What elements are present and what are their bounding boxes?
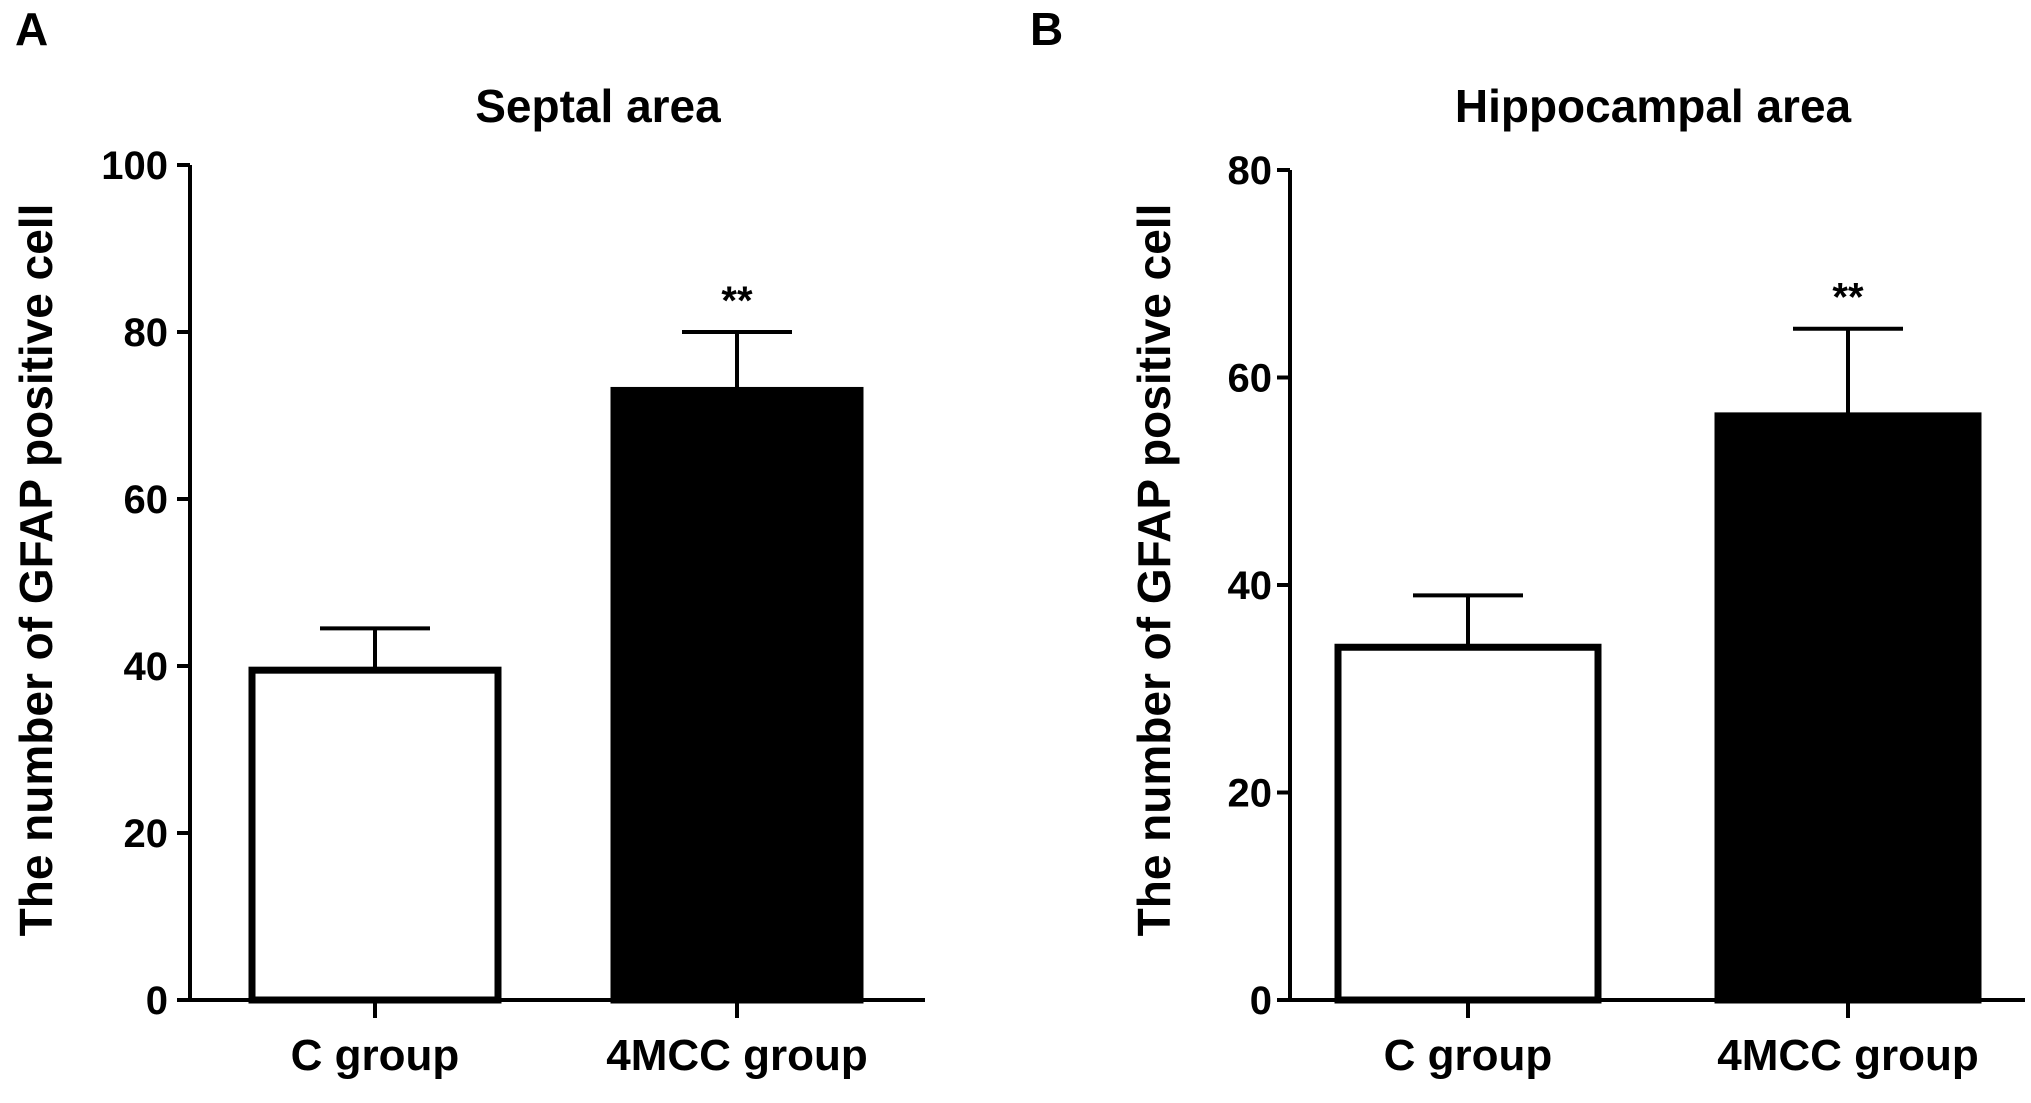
panel-b: B Hippocampal area The number of GFAP posi…	[1015, 0, 2030, 1103]
chart-a-y-tick-label: 80	[124, 311, 169, 355]
chart-b-significance-marker-1: **	[1832, 276, 1864, 320]
chart-b-y-tick-label: 20	[1228, 772, 1273, 816]
chart-a: A Septal area The number of GFAP positive …	[10, 3, 925, 1080]
chart-a-y-tick-label: 100	[101, 144, 168, 188]
chart-a-panel-label: A	[15, 3, 48, 55]
chart-b-title: Hippocampal area	[1455, 80, 1852, 132]
chart-b-category-label-0: C group	[1384, 1031, 1553, 1080]
chart-a-significance-marker-1: **	[721, 279, 753, 323]
chart-b-y-axis-label: The number of GFAP positive cell	[1128, 204, 1180, 937]
chart-b-y-tick-label: 60	[1228, 357, 1273, 401]
chart-a-category-label-0: C group	[291, 1031, 460, 1080]
chart-b-y-tick-label: 80	[1228, 149, 1273, 193]
chart-a-y-tick-label: 60	[124, 478, 169, 522]
chart-a-title: Septal area	[475, 80, 721, 132]
chart-a-y-tick-label: 20	[124, 812, 169, 856]
chart-a-bar-0	[248, 666, 502, 1004]
chart-b-category-label-1: 4MCC group	[1717, 1031, 1979, 1080]
chart-a-y-axis-label: The number of GFAP positive cell	[10, 204, 62, 937]
chart-a-y-tick-label: 40	[124, 645, 169, 689]
chart-b-panel-label: B	[1030, 3, 1063, 55]
chart-a-bar-1	[610, 386, 864, 1004]
chart-a-y-tick-label: 0	[146, 979, 168, 1023]
chart-b-bar-0	[1334, 643, 1602, 1004]
chart-b: B Hippocampal area The number of GFAP posi…	[1030, 3, 2025, 1080]
chart-b-y-tick-label: 0	[1250, 979, 1272, 1023]
chart-a-category-label-1: 4MCC group	[606, 1031, 868, 1080]
panel-a: A Septal area The number of GFAP positive …	[0, 0, 1015, 1103]
chart-b-y-tick-label: 40	[1228, 564, 1273, 608]
chart-b-bar-1	[1714, 412, 1982, 1004]
